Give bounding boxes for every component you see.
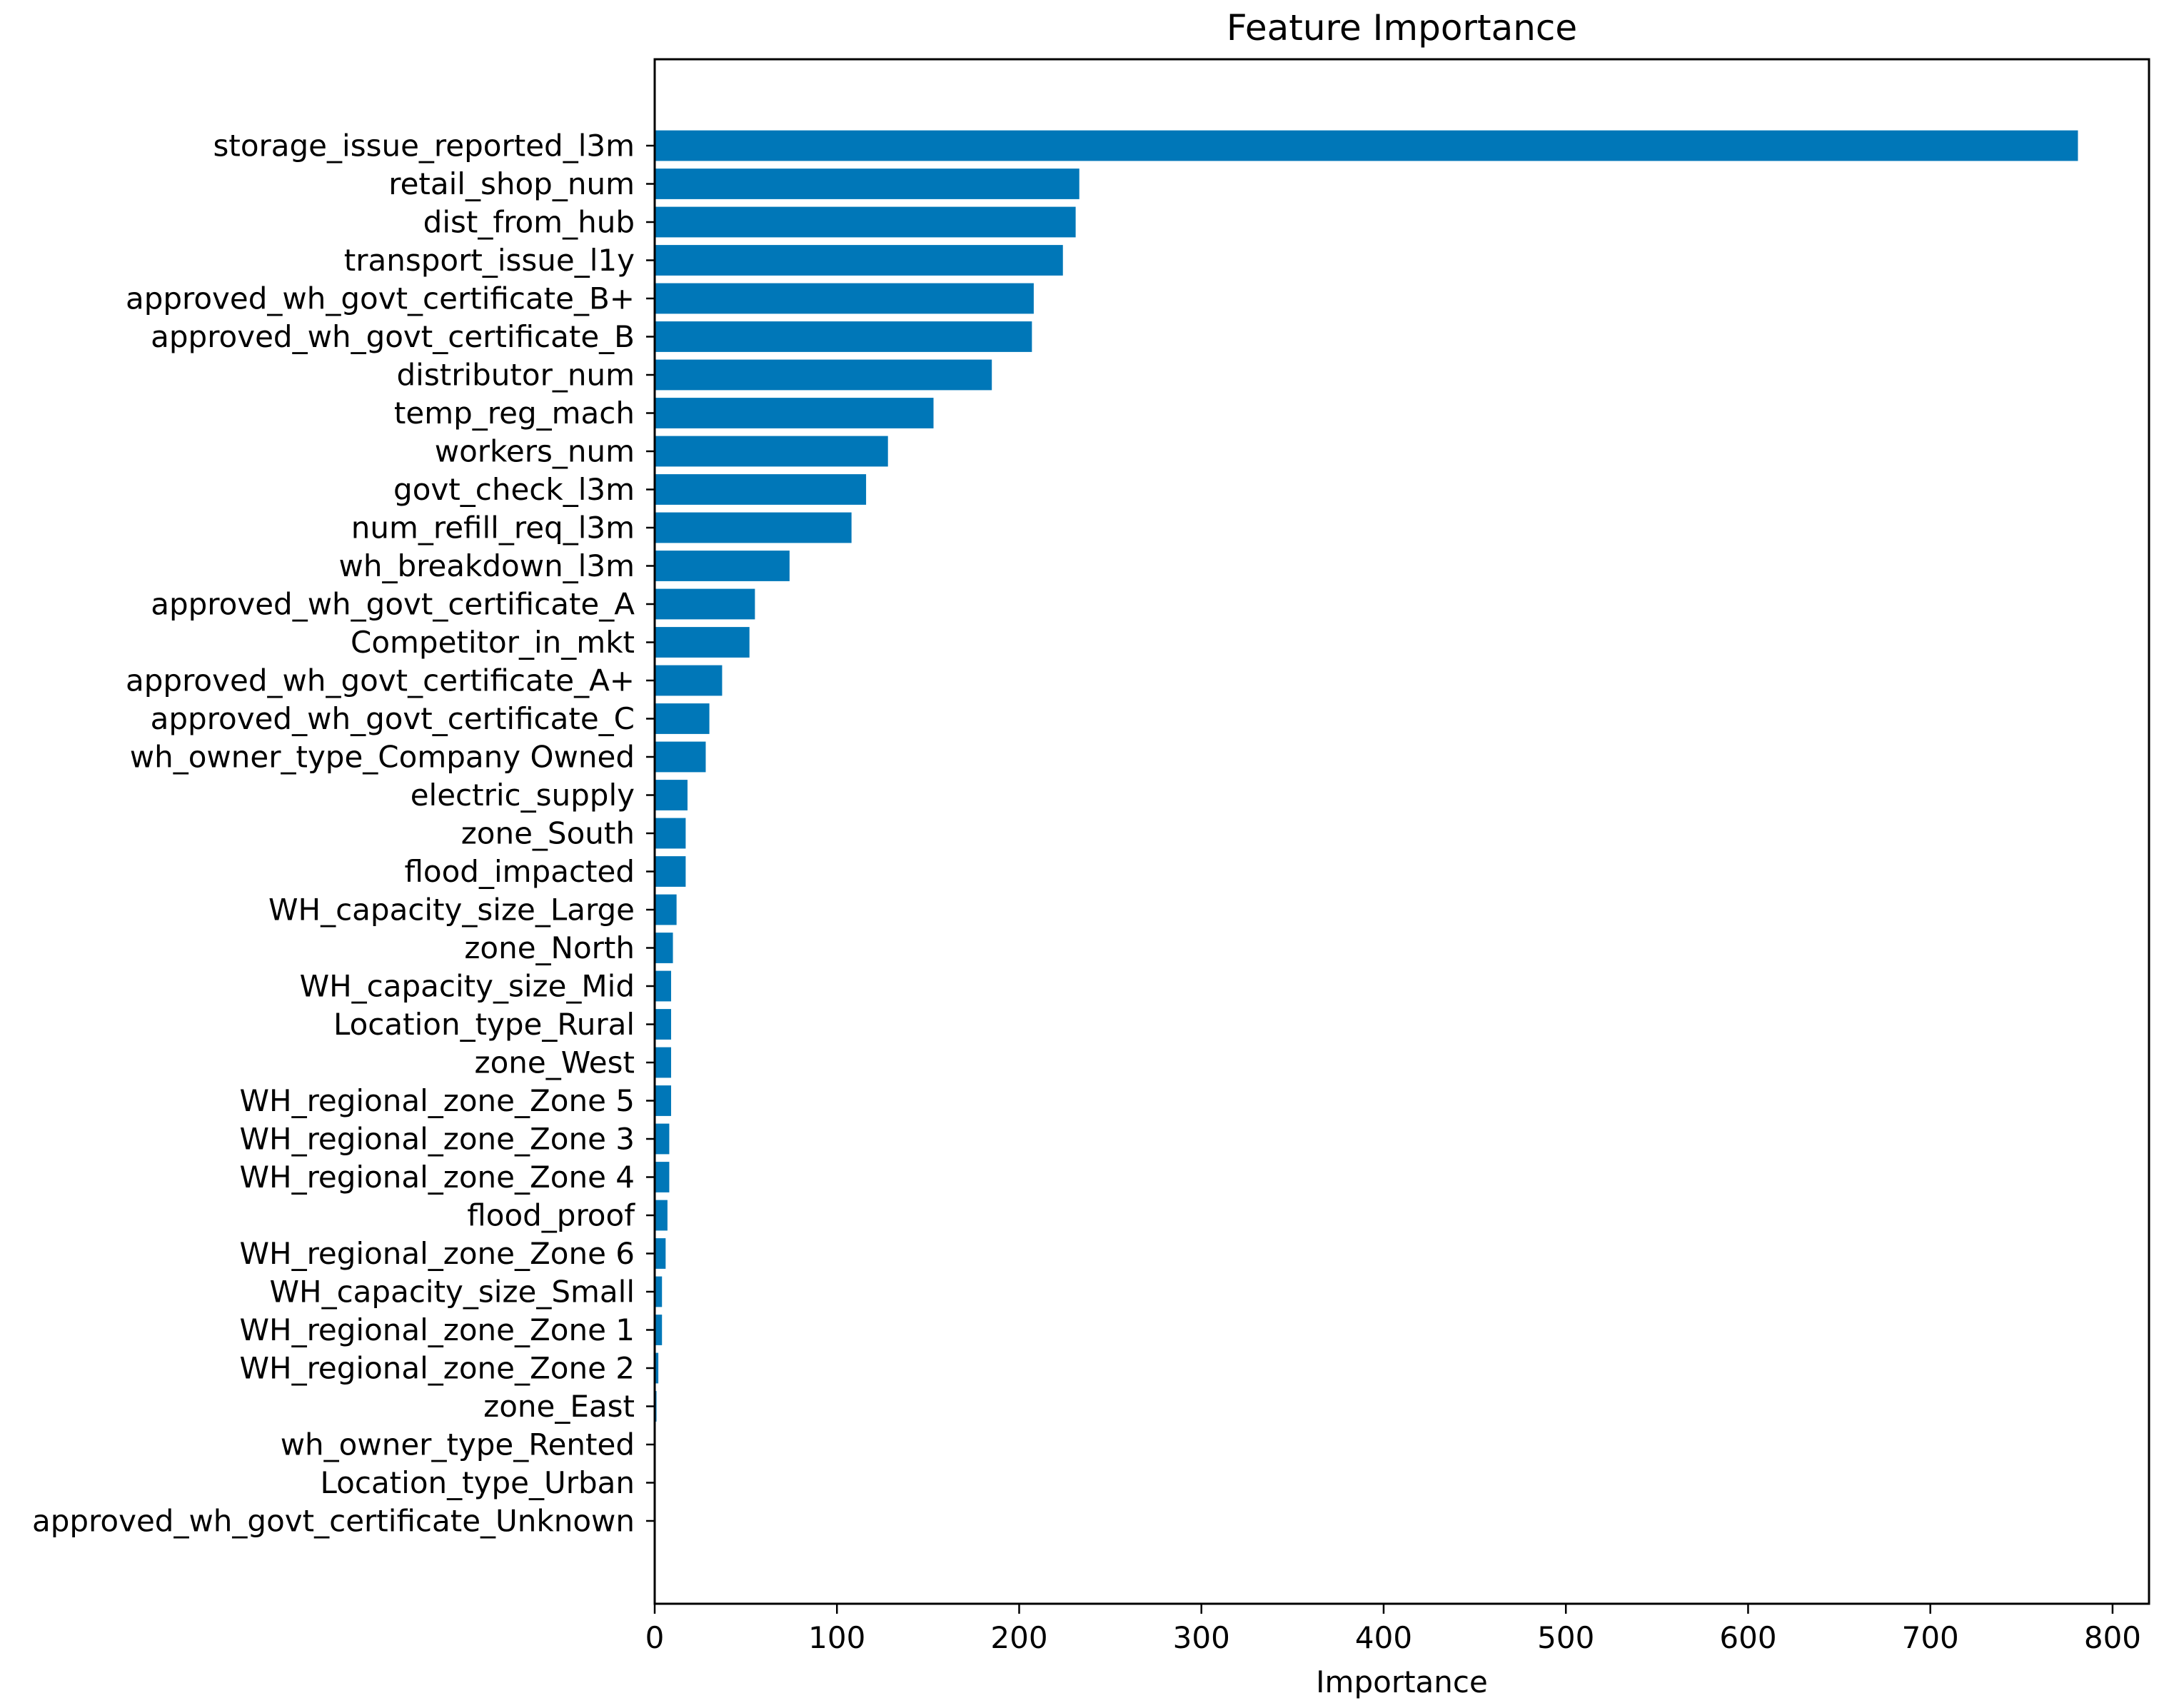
bar [655, 703, 710, 734]
bar [655, 551, 790, 581]
x-tick-label: 200 [990, 1620, 1047, 1655]
bar [655, 588, 755, 620]
category-label: approved_wh_govt_certificate_B+ [126, 281, 635, 316]
bar [655, 1047, 671, 1078]
category-label: retail_shop_num [388, 166, 635, 201]
bar [655, 436, 888, 467]
x-axis-title: Importance [1316, 1664, 1488, 1699]
category-label: transport_issue_l1y [344, 243, 635, 278]
category-label: WH_regional_zone_Zone 1 [239, 1312, 635, 1347]
x-tick-label: 800 [2084, 1620, 2141, 1655]
category-label: approved_wh_govt_certificate_C [151, 701, 635, 736]
x-tick-label: 0 [645, 1620, 665, 1655]
plot-frame [653, 58, 2150, 1605]
bar [655, 245, 1063, 276]
bar [655, 359, 992, 391]
category-label: WH_capacity_size_Large [268, 893, 635, 928]
bar [655, 321, 1032, 352]
bar [655, 1200, 668, 1231]
x-tick-label: 100 [808, 1620, 865, 1655]
bar [655, 780, 688, 810]
category-label: zone_South [461, 816, 635, 851]
bar [655, 627, 750, 658]
bar [655, 130, 2078, 161]
category-label: zone_East [483, 1389, 635, 1424]
category-label: WH_regional_zone_Zone 2 [239, 1351, 635, 1386]
category-label: temp_reg_mach [394, 396, 635, 431]
bar [655, 169, 1080, 199]
category-label: approved_wh_govt_certificate_Unknown [32, 1504, 635, 1539]
bar [655, 665, 723, 696]
x-tick-label: 500 [1537, 1620, 1594, 1655]
x-tick-label: 400 [1355, 1620, 1412, 1655]
x-axis-ticks: 0 100 200 300 400 500 600 700 800 [645, 1604, 2141, 1655]
bar [655, 818, 686, 849]
category-label: zone_West [475, 1045, 635, 1080]
x-tick-label: 600 [1719, 1620, 1776, 1655]
bar [655, 398, 934, 428]
bar [655, 474, 867, 505]
category-label: approved_wh_govt_certificate_B [151, 319, 635, 354]
category-label: WH_capacity_size_Small [269, 1275, 635, 1310]
category-label: approved_wh_govt_certificate_A+ [126, 663, 635, 698]
bar [655, 741, 706, 773]
category-label: wh_owner_type_Company Owned [130, 740, 635, 775]
category-label: dist_from_hub [423, 205, 635, 240]
bar [655, 206, 1076, 238]
bar [655, 1276, 663, 1307]
category-label: WH_regional_zone_Zone 3 [239, 1122, 635, 1157]
category-label: flood_impacted [404, 854, 635, 889]
category-label: Location_type_Rural [333, 1007, 635, 1042]
category-label: num_refill_req_l3m [351, 511, 635, 546]
chart-title: Feature Importance [1227, 7, 1577, 49]
category-label: electric_supply [411, 778, 635, 813]
bar [655, 856, 686, 887]
category-label: storage_issue_reported_l3m [213, 129, 635, 164]
bar [655, 283, 1034, 314]
bar [655, 970, 671, 1002]
category-label: approved_wh_govt_certificate_A [151, 587, 635, 622]
category-label: Location_type_Urban [321, 1465, 635, 1500]
bar [655, 1123, 670, 1155]
x-tick-label: 300 [1173, 1620, 1230, 1655]
bar [655, 1315, 663, 1345]
x-tick-label: 700 [1902, 1620, 1959, 1655]
category-label: govt_check_l3m [393, 472, 635, 507]
category-label: WH_regional_zone_Zone 4 [239, 1160, 635, 1195]
bar [655, 933, 673, 963]
bar [655, 512, 852, 543]
category-label: WH_regional_zone_Zone 6 [239, 1236, 635, 1271]
category-label: wh_breakdown_l3m [338, 548, 635, 583]
category-label: flood_proof [467, 1198, 635, 1233]
bar [655, 1352, 659, 1384]
bar [655, 894, 677, 925]
category-label: Competitor_in_mkt [351, 625, 635, 660]
category-label: WH_regional_zone_Zone 5 [239, 1083, 635, 1118]
category-label: distributor_num [397, 358, 635, 393]
bars-group [655, 130, 2078, 1422]
category-label: zone_North [464, 930, 635, 965]
bar [655, 1238, 666, 1269]
category-label: WH_capacity_size_Mid [300, 969, 635, 1004]
bar [655, 1085, 671, 1116]
bar [655, 1162, 670, 1192]
category-label: wh_owner_type_Rented [281, 1427, 635, 1462]
bar [655, 1009, 671, 1040]
category-labels: storage_issue_reported_l3mretail_shop_nu… [32, 129, 655, 1539]
category-label: workers_num [435, 434, 635, 469]
